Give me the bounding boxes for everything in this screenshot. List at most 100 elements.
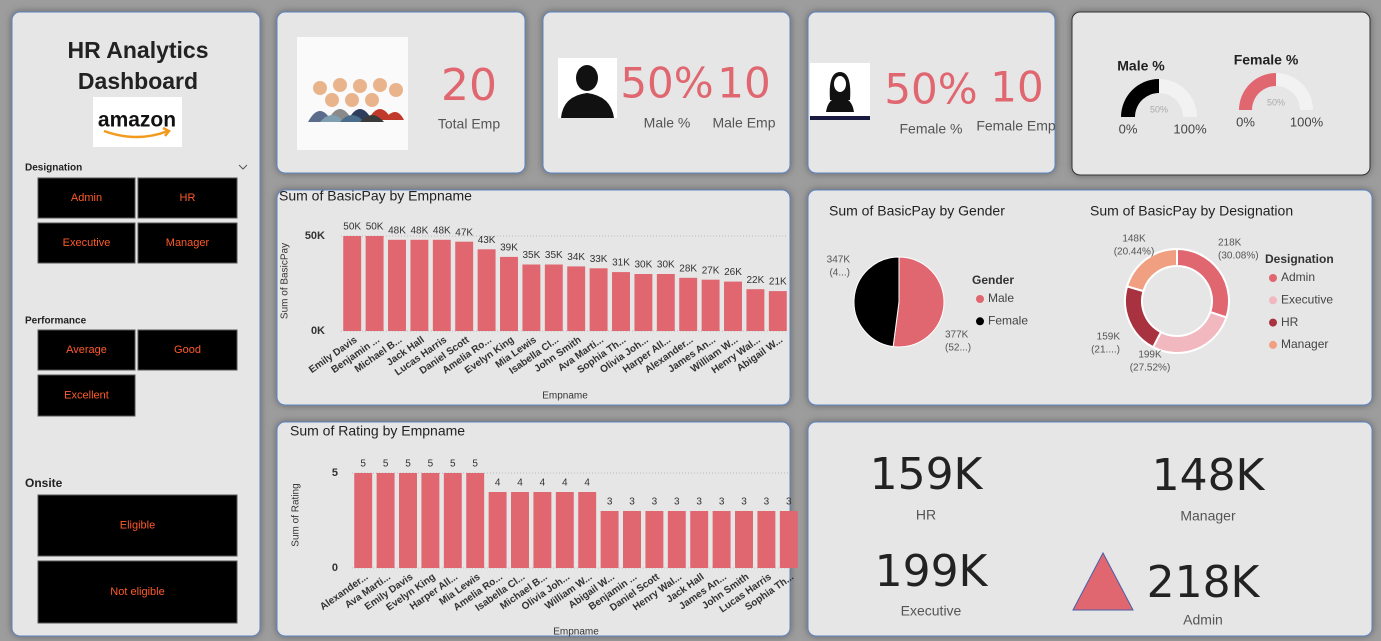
data-label: 3 [786, 497, 792, 508]
bar [578, 492, 597, 568]
card-value: 10 [990, 63, 1043, 112]
slicer-button[interactable] [37, 222, 136, 264]
data-label: 3 [629, 497, 635, 508]
gauge-tick-label: 0% [1236, 114, 1255, 129]
legend-marker [1269, 296, 1277, 305]
card-label: Male % [644, 115, 691, 131]
slicer-item[interactable]: Good [174, 344, 201, 356]
slicer-button[interactable] [137, 329, 238, 371]
bar [376, 473, 395, 568]
slice [853, 256, 900, 348]
slicer-item[interactable]: Average [66, 344, 107, 356]
data-label: 4 [562, 478, 568, 489]
data-label: 47K [455, 227, 473, 238]
data-label: 50K [343, 222, 361, 233]
card-label: Total Emp [438, 116, 500, 132]
slicer-item[interactable]: Not eligible [110, 586, 164, 598]
chevron [238, 164, 248, 170]
slicer-button[interactable] [37, 177, 136, 219]
bar [432, 239, 451, 331]
bar [555, 492, 574, 568]
bar [354, 473, 373, 568]
data-label: 3 [719, 497, 725, 508]
bar [343, 236, 362, 331]
data-label: 3 [764, 497, 770, 508]
gauge-title: Female % [1234, 52, 1299, 68]
bar [466, 473, 485, 568]
slicer-item[interactable]: Manager [166, 237, 210, 249]
bar [567, 266, 586, 331]
y-axis-title: Sum of Rating [291, 483, 302, 546]
bar [645, 511, 664, 568]
bar [600, 511, 619, 568]
bar [701, 279, 720, 331]
bar [488, 492, 507, 568]
slicer-item[interactable]: HR [180, 192, 196, 204]
bar [477, 249, 496, 331]
slicer-button[interactable] [37, 494, 238, 557]
data-label: 5 [405, 459, 411, 470]
card-panel [542, 11, 791, 174]
legend-label: Female [988, 313, 1028, 327]
legend-label: Executive [1281, 292, 1333, 306]
data-label: 3 [741, 497, 747, 508]
data-label: 5 [383, 459, 389, 470]
kpi-label: Executive [901, 603, 962, 619]
slicer-button[interactable] [137, 177, 238, 219]
bar [768, 291, 787, 331]
legend-marker [1269, 274, 1277, 282]
bar [365, 236, 384, 331]
gauge-title: Male % [1117, 58, 1165, 74]
data-label: 48K [433, 225, 451, 236]
y-tick-label: 0K [311, 325, 325, 337]
data-label: 34K [567, 252, 585, 263]
slicer-item[interactable]: Eligible [120, 519, 155, 531]
slicer-button[interactable] [37, 560, 238, 624]
logo-smile [103, 126, 171, 139]
bar [533, 492, 552, 568]
slicer-button[interactable] [137, 222, 238, 264]
kpi-panel [807, 421, 1373, 637]
gauge-value: 50% [1267, 97, 1285, 107]
slicer-title: Performance [25, 316, 87, 327]
bar [443, 473, 462, 568]
slice [892, 256, 945, 348]
slicer-button[interactable] [37, 374, 136, 417]
dashboard-title: HR Analytics [67, 37, 208, 63]
legend-marker [976, 317, 984, 326]
legend-label: HR [1281, 315, 1299, 329]
bar [735, 511, 753, 568]
data-label: 27K [702, 265, 720, 276]
card-value: 50% [620, 59, 713, 108]
gauge-panel [1071, 11, 1371, 176]
bar [667, 511, 686, 568]
data-label: 50K [366, 222, 384, 233]
slice-label: 377K [945, 330, 969, 341]
legend-marker [1269, 318, 1277, 327]
card-value: 20 [441, 60, 497, 111]
data-label: 3 [674, 497, 680, 508]
slice-percent: (21....) [1091, 345, 1120, 356]
kpi-label: HR [916, 507, 936, 523]
slicer-button[interactable] [37, 329, 136, 371]
kpi-value: 148K [1152, 450, 1266, 501]
slicer-item[interactable]: Executive [63, 237, 111, 249]
bar [455, 241, 474, 331]
slice-percent: (30.08%) [1218, 251, 1259, 262]
data-label: 21K [769, 277, 787, 288]
data-label: 48K [388, 225, 406, 236]
slice-percent: (52...) [945, 343, 971, 354]
legend-title: Designation [1265, 252, 1334, 266]
slicer-title: Designation [25, 163, 82, 174]
slicer-item[interactable]: Excellent [64, 389, 109, 401]
male-icon [558, 58, 617, 118]
bar [623, 511, 641, 568]
data-label: 39K [500, 243, 518, 254]
bar [634, 274, 653, 331]
bar [500, 256, 518, 331]
data-label: 30K [657, 260, 675, 271]
data-label: 4 [584, 478, 590, 489]
card-label: Female % [899, 121, 962, 137]
slicer-item[interactable]: Admin [71, 192, 102, 204]
